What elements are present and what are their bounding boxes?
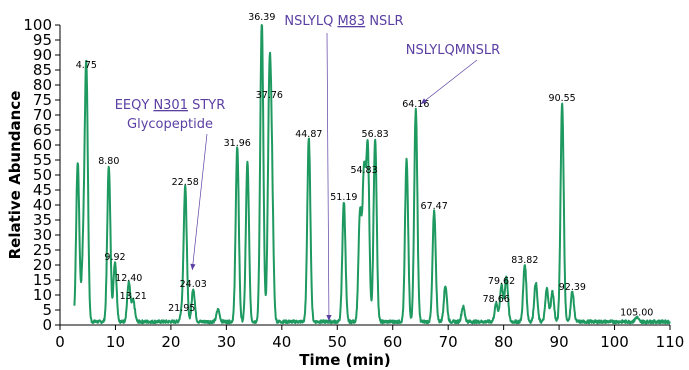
peak-label: 92.39 bbox=[559, 282, 586, 293]
annotations: EEQY N301 STYR Glycopeptide NSLYLQ M83 N… bbox=[115, 14, 500, 322]
peak-label: 54.83 bbox=[350, 165, 377, 176]
x-tick-label: 110 bbox=[656, 333, 685, 351]
annotation-m83-arrowhead bbox=[326, 314, 332, 321]
y-tick-label: 60 bbox=[33, 136, 52, 154]
annotation-glycopeptide-arrowhead bbox=[190, 263, 196, 270]
y-tick-label: 80 bbox=[33, 76, 52, 94]
peak-label: 44.87 bbox=[295, 129, 322, 140]
peak-label: 83.82 bbox=[511, 255, 538, 266]
peak-label: 56.83 bbox=[362, 129, 389, 140]
x-tick-label: 90 bbox=[550, 333, 569, 351]
peak-label: 79.62 bbox=[488, 276, 515, 287]
peak-label: 13.21 bbox=[120, 291, 147, 302]
peak-label: 12.40 bbox=[115, 273, 142, 284]
y-tick-label: 95 bbox=[33, 31, 52, 49]
annotation-nslylqmnslr-arrow bbox=[420, 59, 478, 105]
peak-label: 36.39 bbox=[248, 12, 275, 23]
peak-label: 24.03 bbox=[180, 279, 207, 290]
peak-label: 22.58 bbox=[172, 177, 199, 188]
annotation-nslylqmnslr-label: NSLYLQMNSLR bbox=[406, 43, 500, 58]
x-ticks: 0 10 20 30 40 50 60 70 80 90 100 110 bbox=[55, 325, 684, 351]
annotation-glycopeptide: EEQY N301 STYR Glycopeptide bbox=[115, 98, 226, 271]
y-ticks: 0510152025303540455055606570758085909510… bbox=[23, 16, 60, 334]
annotation-nslylqmnslr-arrowhead bbox=[420, 98, 428, 104]
x-tick-label: 50 bbox=[328, 333, 347, 351]
annotation-nslylqmnslr: NSLYLQMNSLR bbox=[406, 43, 500, 105]
peak-label: 67.47 bbox=[421, 201, 448, 212]
peak-label: 105.00 bbox=[620, 308, 653, 319]
x-tick-label: 0 bbox=[55, 333, 65, 351]
peak-label: 90.55 bbox=[549, 93, 576, 104]
y-tick-label: 70 bbox=[33, 106, 52, 124]
y-tick-label: 100 bbox=[23, 16, 52, 34]
x-tick-label: 10 bbox=[106, 333, 125, 351]
peak-label: 31.96 bbox=[224, 138, 251, 149]
y-tick-label: 15 bbox=[33, 271, 52, 289]
peak-label: 64.16 bbox=[402, 99, 429, 110]
peak-label: 9.92 bbox=[104, 252, 125, 263]
y-tick-label: 65 bbox=[33, 121, 52, 139]
y-tick-label: 30 bbox=[33, 226, 52, 244]
y-tick-label: 45 bbox=[33, 181, 52, 199]
x-tick-label: 70 bbox=[439, 333, 458, 351]
peak-label: 78.66 bbox=[483, 294, 510, 305]
peak-label: 51.19 bbox=[330, 192, 357, 203]
peak-label: 21.95 bbox=[168, 303, 195, 314]
y-tick-label: 35 bbox=[33, 211, 52, 229]
peak-label: 37.76 bbox=[256, 90, 283, 101]
x-axis-title: Time (min) bbox=[299, 351, 391, 369]
y-tick-label: 75 bbox=[33, 91, 52, 109]
annotation-m83-arrow bbox=[326, 32, 330, 322]
annotation-glycopeptide-line2: Glycopeptide bbox=[127, 117, 213, 132]
x-tick-label: 30 bbox=[217, 333, 236, 351]
y-axis-title: Relative Abundance bbox=[6, 91, 24, 260]
y-tick-label: 0 bbox=[42, 316, 52, 334]
y-tick-label: 5 bbox=[42, 301, 52, 319]
x-tick-label: 40 bbox=[272, 333, 291, 351]
y-tick-label: 10 bbox=[33, 286, 52, 304]
annotation-m83-label: NSLYLQ M83 NSLR bbox=[284, 14, 403, 29]
y-tick-label: 50 bbox=[33, 166, 52, 184]
y-tick-label: 40 bbox=[33, 196, 52, 214]
x-tick-label: 100 bbox=[600, 333, 629, 351]
peak-label: 8.80 bbox=[98, 156, 119, 167]
y-tick-label: 85 bbox=[33, 61, 52, 79]
y-tick-label: 25 bbox=[33, 241, 52, 259]
x-tick-label: 60 bbox=[383, 333, 402, 351]
y-tick-label: 20 bbox=[33, 256, 52, 274]
peak-labels: 4.75 8.80 9.92 12.40 13.21 21.95 22.58 24.03 31.… bbox=[76, 12, 654, 319]
annotation-glycopeptide-line1: EEQY N301 STYR bbox=[115, 98, 226, 113]
peak-label: 4.75 bbox=[76, 60, 97, 71]
annotation-m83: NSLYLQ M83 NSLR bbox=[284, 14, 404, 322]
y-tick-label: 55 bbox=[33, 151, 52, 169]
y-tick-label: 90 bbox=[33, 46, 52, 64]
x-tick-label: 80 bbox=[494, 333, 513, 351]
chromatogram-trace bbox=[73, 24, 671, 325]
x-tick-label: 20 bbox=[161, 333, 180, 351]
annotation-glycopeptide-arrow bbox=[191, 133, 208, 271]
